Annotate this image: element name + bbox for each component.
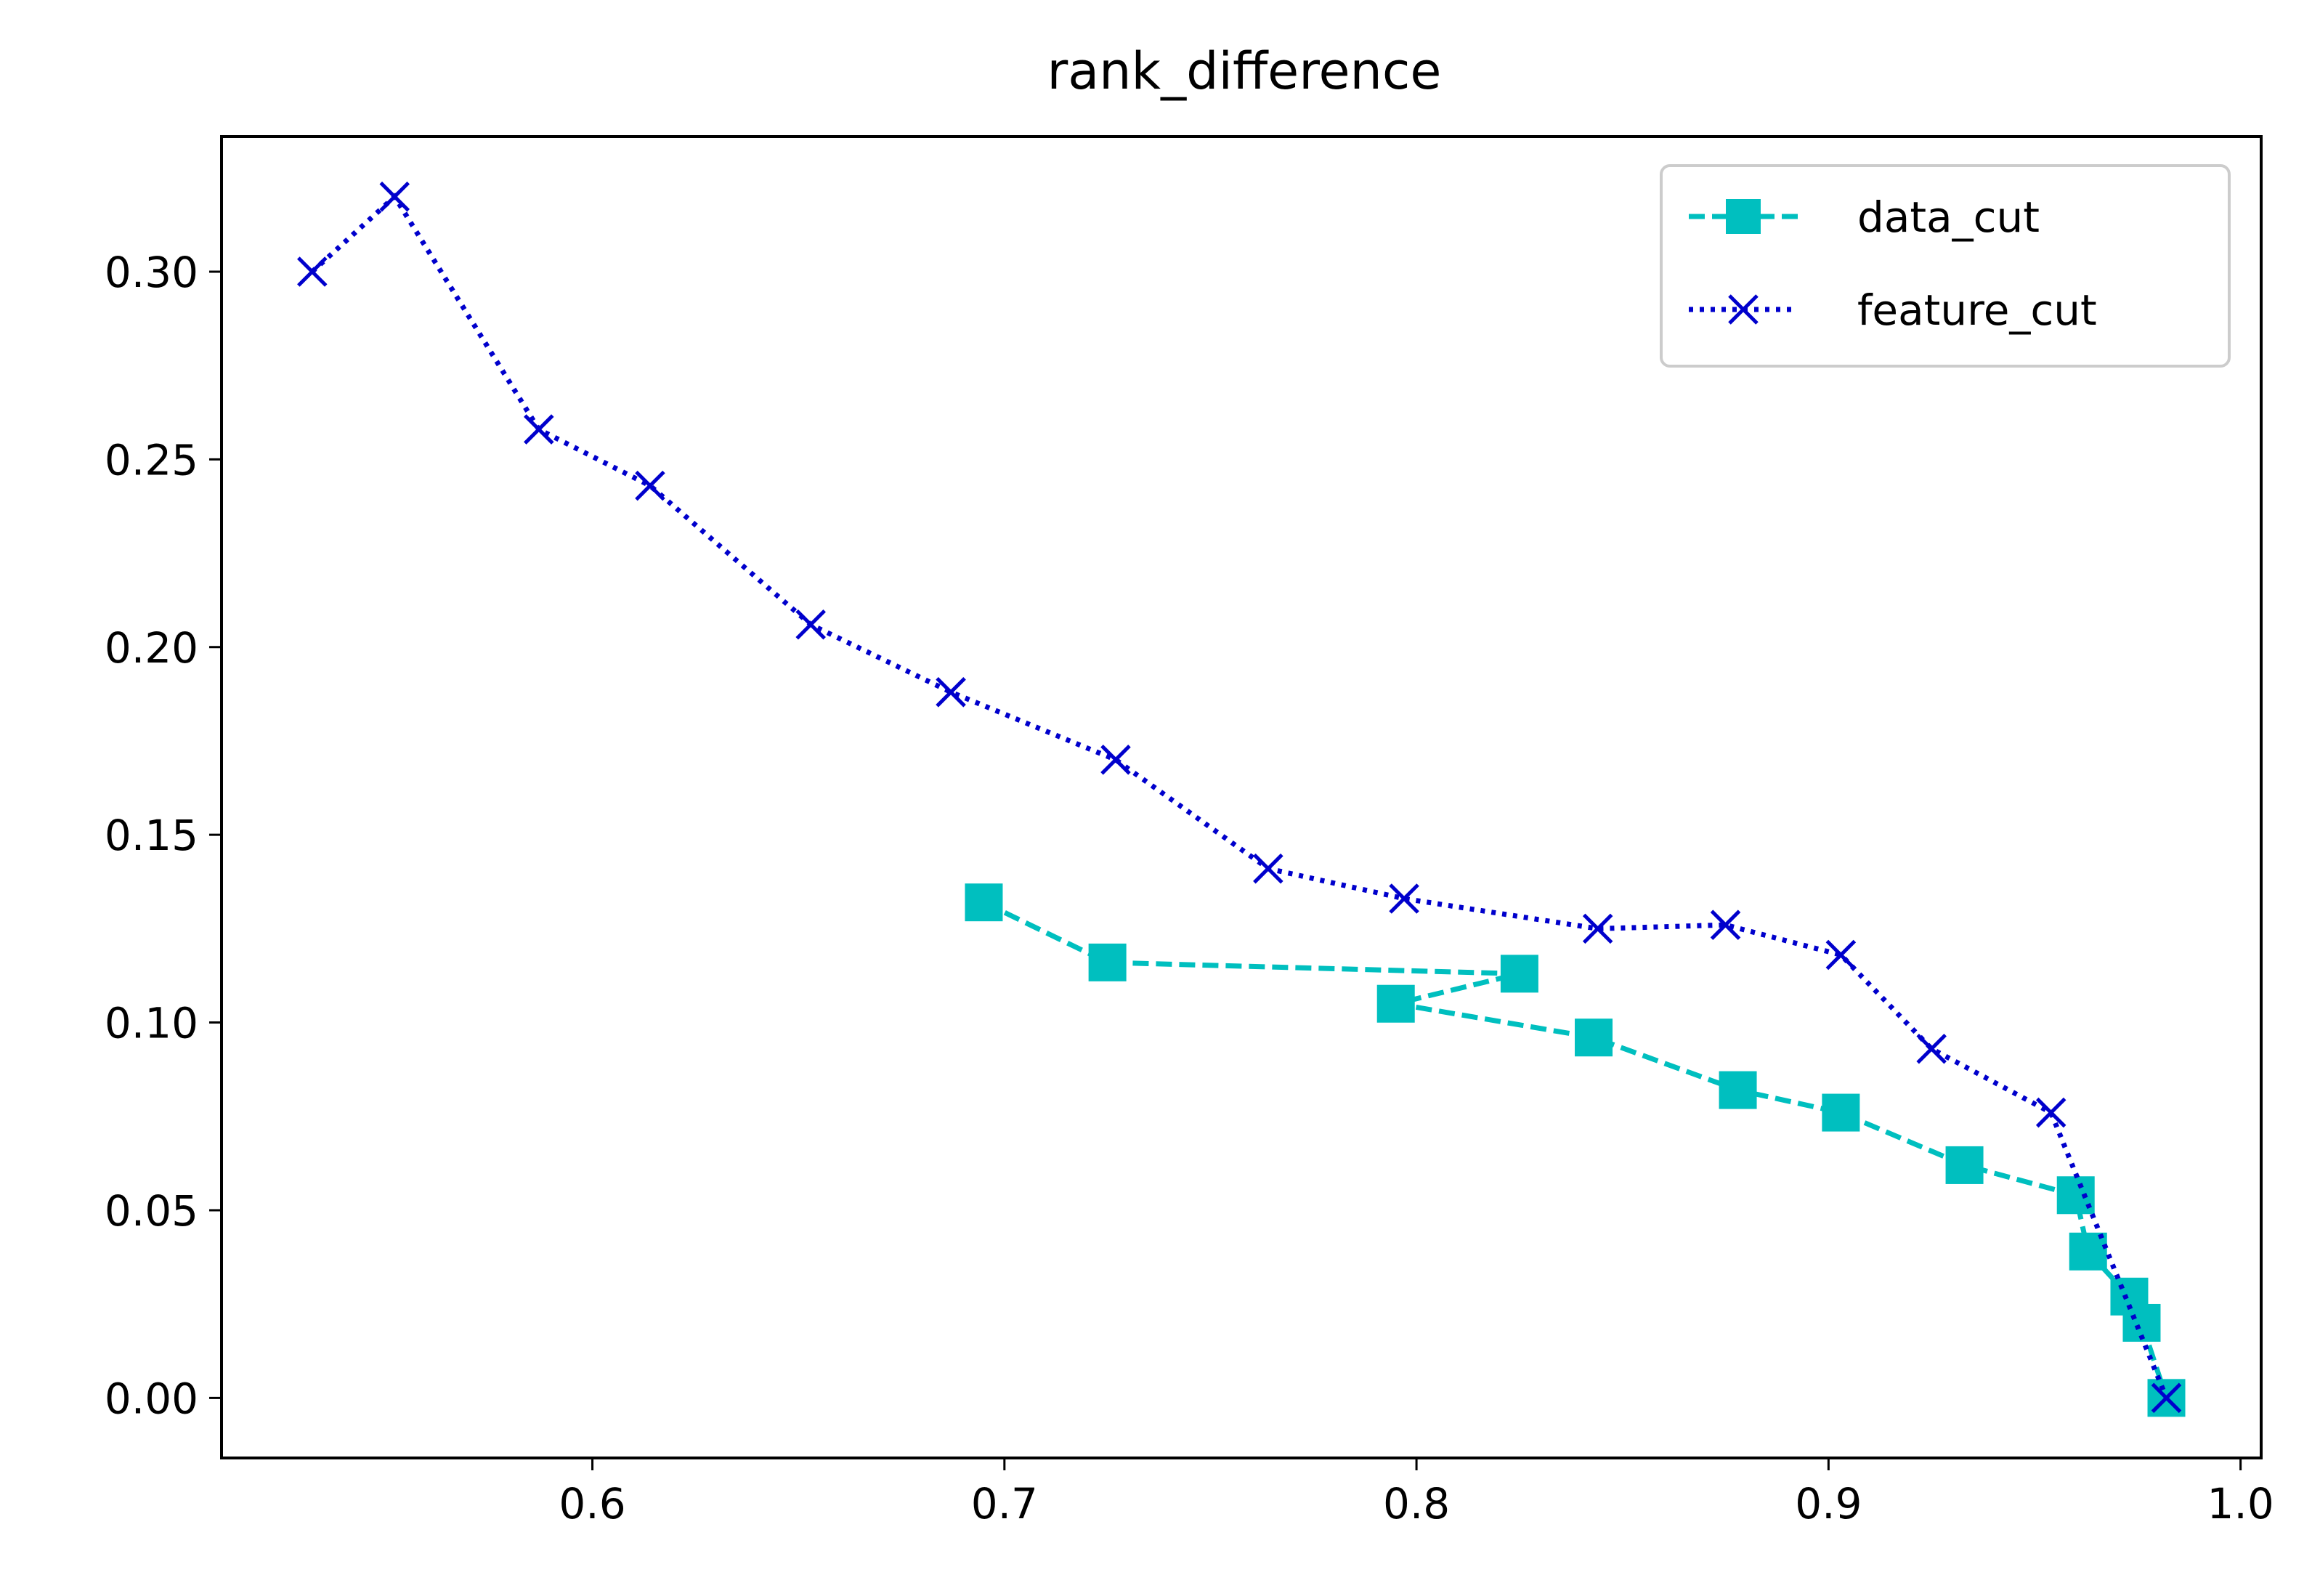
x-tick-label-2: 0.8 (1383, 1479, 1450, 1528)
legend-marker-feature_cut (1728, 294, 1759, 325)
x-tick-label-4: 1.0 (2207, 1479, 2274, 1528)
point-feature_cut-5 (936, 677, 966, 708)
point-data_cut-4 (1575, 1018, 1613, 1057)
point-feature_cut-6 (1100, 745, 1131, 775)
point-feature_cut-14-stroke-b (2151, 1382, 2182, 1414)
point-feature_cut-11 (1825, 939, 1857, 971)
legend-box (1660, 164, 2231, 368)
point-feature_cut-3 (635, 470, 665, 501)
point-feature_cut-13 (2035, 1097, 2066, 1128)
point-feature_cut-1-stroke-b (379, 181, 410, 212)
point-feature_cut-7-stroke-b (1253, 853, 1283, 884)
point-feature_cut-0 (297, 256, 328, 287)
point-feature_cut-11-stroke-b (1825, 939, 1857, 971)
plot-marks (297, 181, 2186, 1417)
point-feature_cut-5-stroke-b (936, 677, 966, 708)
point-feature_cut-7 (1253, 853, 1283, 884)
legend-label-feature_cut: feature_cut (1857, 285, 2097, 335)
point-data_cut-6 (1822, 1093, 1860, 1132)
point-feature_cut-4 (795, 609, 826, 640)
point-data_cut-7 (1945, 1146, 1984, 1184)
chart-title: rank_difference (1047, 41, 1442, 101)
point-feature_cut-0-stroke-b (297, 256, 328, 287)
point-feature_cut-12-stroke-b (1916, 1033, 1947, 1064)
y-tick-label-3: 0.15 (105, 811, 198, 860)
point-feature_cut-2-stroke-b (524, 414, 554, 445)
point-data_cut-9 (2069, 1232, 2107, 1271)
point-data_cut-2 (1500, 955, 1538, 993)
x-tick-label-3: 0.9 (1795, 1479, 1862, 1528)
point-feature_cut-12 (1916, 1033, 1947, 1064)
point-data_cut-1 (1088, 943, 1127, 981)
y-tick-label-4: 0.20 (105, 623, 198, 673)
point-feature_cut-9 (1582, 913, 1613, 944)
point-feature_cut-13-stroke-b (2035, 1097, 2066, 1128)
y-tick-label-2: 0.10 (105, 999, 198, 1048)
point-feature_cut-9-stroke-b (1582, 913, 1613, 944)
x-tick-label-0: 0.6 (559, 1479, 625, 1528)
legend-marker-data_cut (1726, 199, 1761, 234)
point-feature_cut-10 (1710, 910, 1741, 940)
point-feature_cut-6-stroke-b (1100, 745, 1131, 775)
legend-marker-feature_cut-stroke-b (1728, 294, 1759, 325)
x-tick-label-1: 0.7 (971, 1479, 1038, 1528)
y-tick-label-6: 0.30 (105, 248, 198, 297)
y-tick-label-0: 0.00 (105, 1374, 198, 1423)
legend-label-data_cut: data_cut (1857, 193, 2040, 242)
legend: data_cut feature_cut (1660, 164, 2231, 368)
point-data_cut-8 (2056, 1176, 2095, 1215)
point-feature_cut-10-stroke-b (1710, 910, 1741, 940)
point-feature_cut-4-stroke-b (795, 609, 826, 640)
point-feature_cut-3-stroke-b (635, 470, 665, 501)
plot-frame (220, 135, 2263, 1459)
point-feature_cut-2 (524, 414, 554, 445)
point-data_cut-0 (965, 883, 1003, 922)
axes: 0.6 0.7 0.8 0.9 1.0 0.00 0.05 0.10 0.15 0.20 0.25 0… (105, 135, 2274, 1528)
point-feature_cut-8-stroke-b (1389, 883, 1419, 914)
point-data_cut-5 (1719, 1071, 1757, 1109)
point-data_cut-3 (1376, 984, 1415, 1023)
point-feature_cut-8 (1389, 883, 1419, 914)
y-tick-label-5: 0.25 (105, 435, 198, 485)
point-feature_cut-14 (2151, 1382, 2182, 1414)
point-feature_cut-1 (379, 181, 410, 212)
y-tick-label-1: 0.05 (105, 1186, 198, 1236)
